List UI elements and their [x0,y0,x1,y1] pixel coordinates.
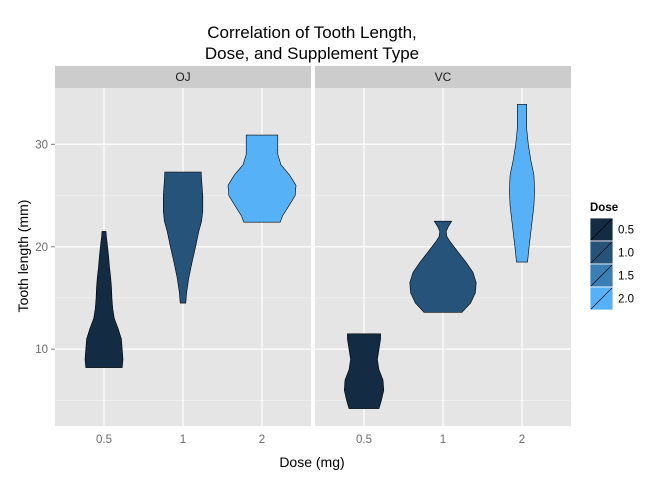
panel-oj: 0.5 1 2 OJ [55,66,311,446]
legend-label: 2.0 [618,294,634,306]
x-tick-label: 1 [180,434,186,446]
y-tick-label: 10 [35,344,48,356]
legend: Dose 0.5 1.0 1.5 2.0 [589,202,634,311]
x-tick-label: 2 [519,434,525,446]
legend-title: Dose [590,202,618,214]
x-tick-label: 1 [440,434,446,446]
chart-title-line-1: Correlation of Tooth Length, [207,23,417,42]
panel-vc: 0.5 1 2 VC [315,66,571,446]
y-tick-label: 30 [35,139,48,151]
violin-vc-dose-0.5 [343,333,385,409]
violin-oj-dose-2 [227,134,297,223]
x-tick-label: 0.5 [96,434,112,446]
facet-strip [55,66,311,88]
legend-label: 1.0 [618,248,634,260]
y-tick-label: 20 [35,242,48,254]
facet-panels: 0.5 1 2 OJ 0.5 1 2 VC [55,66,571,446]
legend-key-slash [590,241,613,264]
facet-strip [315,66,571,88]
violin-oj-dose-1 [163,171,204,304]
y-axis-title: Tooth length (mm) [15,200,31,313]
x-axis-title: Dose (mg) [279,454,344,470]
violin-oj-dose-0.5 [84,231,124,368]
legend-key-slash [590,218,613,241]
y-axis-ticks: 10 20 30 [35,139,55,356]
x-tick-label: 2 [259,434,265,446]
facet-strip-label: OJ [175,70,190,84]
violin-vc-dose-2 [509,104,535,263]
legend-key-slash [590,287,613,310]
x-tick-label: 0.5 [356,434,372,446]
facet-strip-label: VC [435,70,452,84]
legend-label: 1.5 [618,271,634,283]
legend-key-slash [590,264,613,287]
chart-title-line-2: Dose, and Supplement Type [205,44,419,63]
violin-vc-dose-1 [409,220,477,313]
legend-label: 0.5 [618,225,634,237]
